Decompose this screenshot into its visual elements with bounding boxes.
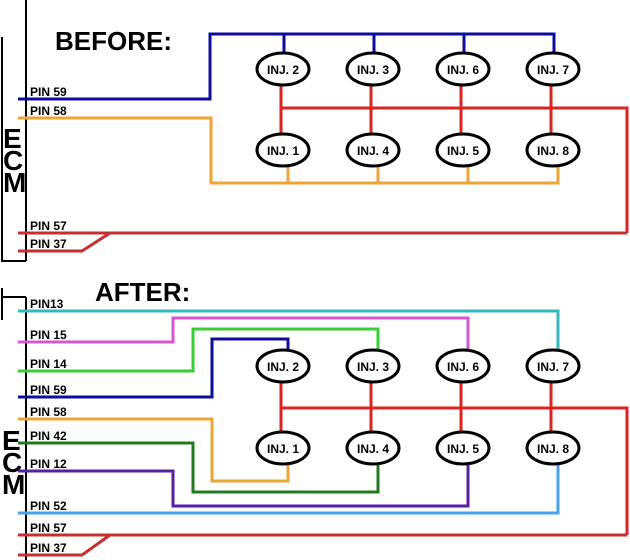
- after-pin42-wire: [18, 441, 380, 494]
- after-injector-2: INJ. 2: [255, 348, 311, 384]
- before-injector-8: INJ. 8: [525, 132, 581, 168]
- before-injector-1: INJ. 1: [255, 132, 311, 168]
- after-injector-6: INJ. 6: [435, 348, 491, 384]
- injector-ellipse: [525, 430, 581, 466]
- after-pin14-label: PIN 14: [30, 357, 67, 371]
- ecm-letter-c-before: C: [3, 145, 23, 176]
- ecm-letter-c-after: C: [2, 447, 22, 478]
- section-after: AFTER: E C M PIN13 PIN 15 PIN 14 PIN 59 …: [1, 277, 629, 560]
- section-before: BEFORE: E C M PIN 59 PIN 58 PIN 57 PIN 3…: [1, 0, 629, 262]
- injector-ellipse: [345, 51, 401, 87]
- after-pin58-label: PIN 58: [30, 405, 67, 419]
- injector-label: INJ. 2: [267, 360, 299, 374]
- injector-ellipse: [345, 132, 401, 168]
- before-pin59-wire: [18, 32, 556, 101]
- before-injector-4: INJ. 4: [345, 132, 401, 168]
- after-pin37-label: PIN 37: [30, 541, 67, 555]
- ecm-letter-e-before: E: [3, 123, 22, 154]
- before-injector-6: INJ. 6: [435, 51, 491, 87]
- after-injector-1: INJ. 1: [255, 430, 311, 466]
- after-pin13-label: PIN13: [30, 297, 64, 311]
- injector-ellipse: [435, 132, 491, 168]
- after-title: AFTER:: [95, 277, 190, 307]
- injector-label: INJ. 8: [537, 144, 569, 158]
- injector-label: INJ. 7: [537, 63, 569, 77]
- before-injector-3: INJ. 3: [345, 51, 401, 87]
- injector-label: INJ. 4: [357, 442, 389, 456]
- after-injector-8: INJ. 8: [525, 430, 581, 466]
- injector-label: INJ. 6: [447, 360, 479, 374]
- ecm-letter-e-after: E: [2, 425, 21, 456]
- before-pin58-label: PIN 58: [30, 104, 67, 118]
- injector-label: INJ. 4: [357, 144, 389, 158]
- after-pin59-label: PIN 59: [30, 383, 67, 397]
- injector-ellipse: [255, 51, 311, 87]
- injector-ellipse: [435, 348, 491, 384]
- after-pin52-wire: [18, 464, 560, 515]
- after-injector-3: INJ. 3: [345, 348, 401, 384]
- before-pin59-label: PIN 59: [30, 85, 67, 99]
- injector-ellipse: [255, 348, 311, 384]
- injector-label: INJ. 2: [267, 63, 299, 77]
- before-pin58-wire: [18, 116, 560, 185]
- before-power-bus-rail: [281, 106, 629, 233]
- after-pin52-label: PIN 52: [30, 499, 67, 513]
- after-pin37-wire: [18, 533, 111, 557]
- injector-label: INJ. 1: [267, 442, 299, 456]
- after-pin42-label: PIN 42: [30, 429, 67, 443]
- after-power-bus-rail: [281, 406, 629, 535]
- after-pin57-label: PIN 57: [30, 521, 67, 535]
- after-pin12-wire: [18, 464, 470, 508]
- before-injector-2: INJ. 2: [255, 51, 311, 87]
- injector-ellipse: [525, 132, 581, 168]
- after-pin13-wire: [18, 309, 560, 350]
- injector-ellipse: [435, 430, 491, 466]
- injector-label: INJ. 3: [357, 360, 389, 374]
- after-pin15-wire: [18, 316, 470, 350]
- before-injector-5: INJ. 5: [435, 132, 491, 168]
- after-pin59-wire: [18, 337, 290, 399]
- injector-label: INJ. 3: [357, 63, 389, 77]
- before-pin57-label: PIN 57: [30, 219, 67, 233]
- after-pin14-wire: [18, 327, 380, 373]
- after-pin12-label: PIN 12: [30, 457, 67, 471]
- injector-ellipse: [345, 430, 401, 466]
- injector-label: INJ. 8: [537, 442, 569, 456]
- injector-ellipse: [525, 348, 581, 384]
- injector-ellipse: [255, 430, 311, 466]
- after-injector-5: INJ. 5: [435, 430, 491, 466]
- after-pin58-wire: [18, 417, 290, 483]
- ecm-bracket-before-outer-line: [1, 37, 26, 262]
- injector-ellipse: [345, 348, 401, 384]
- injector-label: INJ. 6: [447, 63, 479, 77]
- injector-ellipse: [255, 132, 311, 168]
- before-injector-7: INJ. 7: [525, 51, 581, 87]
- before-title: BEFORE:: [55, 26, 172, 56]
- ecm-letter-m-before: M: [3, 167, 26, 198]
- injector-ellipse: [525, 51, 581, 87]
- injector-label: INJ. 5: [447, 442, 479, 456]
- after-injector-4: INJ. 4: [345, 430, 401, 466]
- before-pin37-wire: [18, 231, 111, 253]
- injector-label: INJ. 1: [267, 144, 299, 158]
- after-pin15-label: PIN 15: [30, 328, 67, 342]
- injector-label: INJ. 5: [447, 144, 479, 158]
- before-pin37-label: PIN 37: [30, 237, 67, 251]
- injector-label: INJ. 7: [537, 360, 569, 374]
- after-injector-7: INJ. 7: [525, 348, 581, 384]
- injector-ellipse: [435, 51, 491, 87]
- ecm-letter-m-after: M: [2, 469, 25, 500]
